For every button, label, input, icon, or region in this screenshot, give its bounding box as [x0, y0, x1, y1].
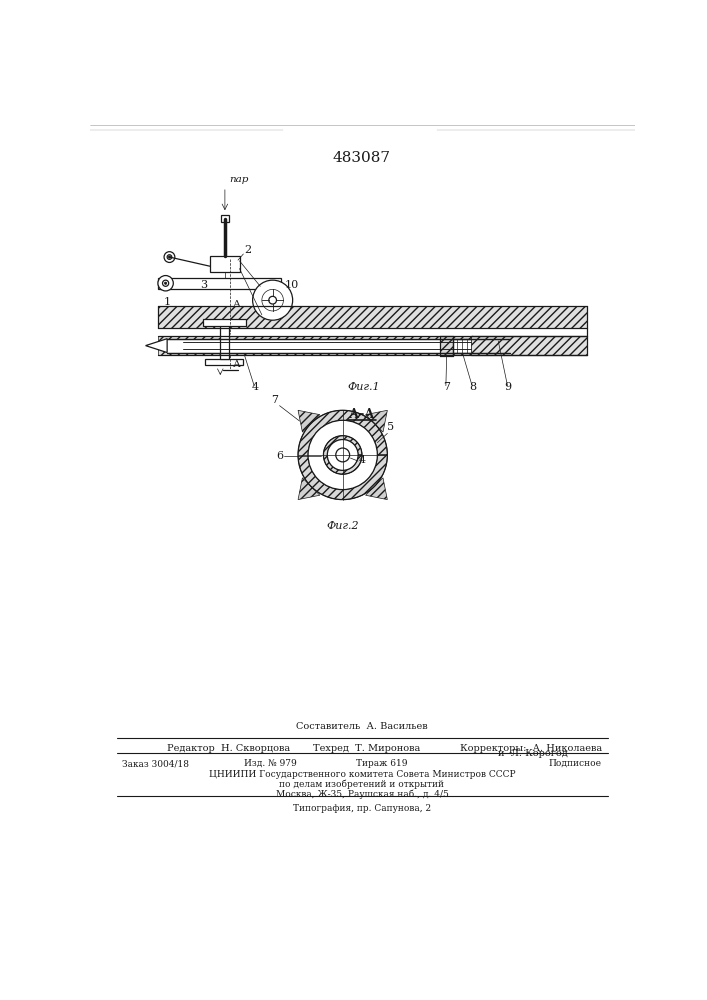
Text: 7: 7 [271, 395, 279, 405]
Text: Типография, пр. Сапунова, 2: Типография, пр. Сапунова, 2 [293, 804, 431, 813]
Text: Корректоры:  А. Николаева: Корректоры: А. Николаева [460, 744, 602, 753]
Circle shape [168, 256, 170, 258]
Circle shape [163, 280, 169, 286]
Bar [219, 324, 229, 359]
Text: Изд. № 979: Изд. № 979 [244, 759, 297, 768]
Circle shape [262, 289, 284, 311]
Text: Фиг.2: Фиг.2 [327, 521, 359, 531]
Text: 7: 7 [443, 381, 450, 391]
Bar [221, 215, 229, 222]
Text: по делам изобретений и открытий: по делам изобретений и открытий [279, 780, 445, 789]
Bar [440, 336, 452, 356]
Polygon shape [158, 336, 587, 355]
Text: Техред  Т. Миронова: Техред Т. Миронова [313, 744, 421, 753]
Bar [167, 339, 510, 353]
Text: 4: 4 [252, 381, 259, 391]
Text: 483087: 483087 [333, 151, 391, 165]
Circle shape [158, 276, 173, 291]
Text: 4: 4 [359, 455, 366, 465]
Text: Москва, Ж-35, Раушская наб., д. 4/5: Москва, Ж-35, Раушская наб., д. 4/5 [276, 790, 448, 799]
Bar [204, 319, 246, 326]
Circle shape [252, 280, 293, 320]
Text: А–А: А–А [349, 408, 375, 421]
Text: 9: 9 [505, 381, 512, 391]
Text: Заказ 3004/18: Заказ 3004/18 [122, 759, 189, 768]
Circle shape [336, 448, 350, 462]
Bar [210, 256, 240, 272]
Text: и  Л. Корогод: и Л. Корогод [498, 749, 568, 758]
Polygon shape [146, 339, 167, 353]
Text: 8: 8 [469, 381, 477, 391]
Polygon shape [499, 342, 513, 349]
Polygon shape [472, 336, 499, 355]
Text: Тираж 619: Тираж 619 [356, 759, 407, 768]
Polygon shape [324, 436, 362, 474]
Bar [205, 359, 243, 365]
Text: 10: 10 [284, 280, 298, 290]
Circle shape [165, 282, 167, 284]
Circle shape [167, 255, 172, 259]
Text: пар: пар [230, 175, 249, 184]
Text: 5: 5 [387, 422, 394, 432]
Text: Фиг.1: Фиг.1 [347, 381, 380, 391]
Text: 2: 2 [244, 245, 251, 255]
Polygon shape [366, 478, 387, 500]
Polygon shape [158, 306, 587, 328]
Text: ЦНИИПИ Государственного комитета Совета Министров СССР: ЦНИИПИ Государственного комитета Совета … [209, 770, 515, 779]
Circle shape [164, 252, 175, 262]
Text: 1: 1 [163, 297, 170, 307]
Polygon shape [471, 336, 587, 355]
Text: Подписное: Подписное [549, 759, 601, 768]
Circle shape [308, 420, 378, 490]
Text: Составитель  А. Васильев: Составитель А. Васильев [296, 722, 428, 731]
Circle shape [327, 440, 358, 470]
Circle shape [269, 296, 276, 304]
Polygon shape [298, 478, 320, 500]
Polygon shape [366, 410, 387, 432]
Text: 6: 6 [276, 451, 283, 461]
Text: Редактор  Н. Скворцова: Редактор Н. Скворцова [167, 744, 291, 753]
Text: 3: 3 [201, 280, 208, 290]
Bar [452, 339, 472, 353]
Polygon shape [298, 410, 320, 432]
Polygon shape [298, 410, 387, 500]
Bar [158, 278, 281, 289]
Text: А: А [233, 360, 241, 369]
Text: А: А [233, 300, 241, 309]
